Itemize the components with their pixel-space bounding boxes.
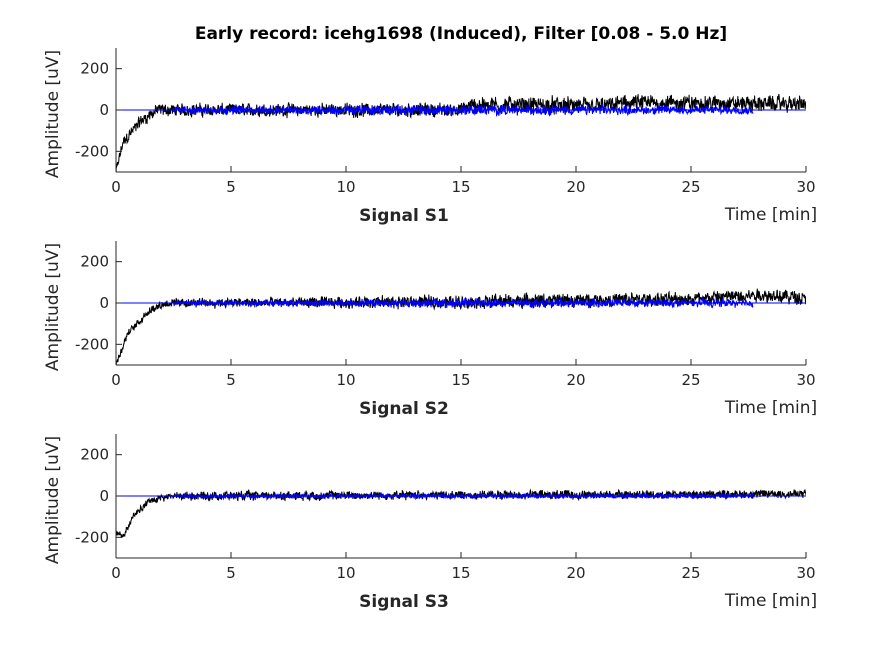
x-axis-label: Signal S1 [359,206,449,226]
time-unit-label: Time [min] [724,591,817,611]
x-tick-label: 5 [226,564,236,582]
x-tick-label: 5 [226,371,236,389]
y-tick-label: -200 [75,528,109,546]
x-tick-label: 0 [111,564,121,582]
x-tick-label: 0 [111,178,121,196]
x-tick-label: 10 [336,564,355,582]
y-tick-label: 200 [80,253,109,271]
y-tick-label: 0 [99,294,109,312]
y-axis-label: Amplitude [uV] [43,436,63,564]
y-axis-label: Amplitude [uV] [43,243,63,371]
y-tick-label: 200 [80,60,109,78]
x-tick-label: 30 [796,178,815,196]
y-tick-label: -200 [75,142,109,160]
x-tick-label: 15 [451,178,470,196]
x-tick-label: 30 [796,564,815,582]
series-filtered [173,491,754,500]
y-tick-label: 0 [99,487,109,505]
time-unit-label: Time [min] [724,205,817,225]
x-tick-label: 10 [336,371,355,389]
x-tick-label: 20 [566,371,585,389]
x-tick-label: 20 [566,178,585,196]
x-tick-label: 15 [451,371,470,389]
x-tick-label: 10 [336,178,355,196]
series-filtered [173,102,754,117]
figure-title: Early record: icehg1698 (Induced), Filte… [195,24,727,44]
time-unit-label: Time [min] [724,398,817,418]
y-tick-label: 200 [80,446,109,464]
x-axis-label: Signal S3 [359,592,449,612]
x-tick-label: 5 [226,178,236,196]
y-axis-label: Amplitude [uV] [43,50,63,178]
x-tick-label: 0 [111,371,121,389]
series-filtered [173,296,754,309]
y-tick-label: 0 [99,101,109,119]
x-tick-label: 20 [566,564,585,582]
x-tick-label: 25 [681,564,700,582]
x-tick-label: 30 [796,371,815,389]
x-axis-label: Signal S2 [359,399,449,419]
x-tick-label: 25 [681,371,700,389]
x-tick-label: 15 [451,564,470,582]
series-raw [116,94,806,172]
y-tick-label: -200 [75,335,109,353]
x-tick-label: 25 [681,178,700,196]
